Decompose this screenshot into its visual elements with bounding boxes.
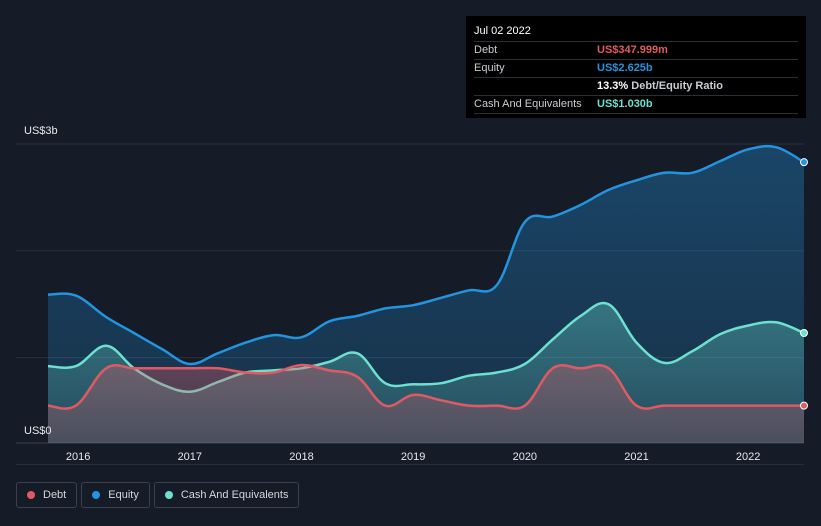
chart-tooltip: Jul 02 2022 Debt US$347.999m Equity US$2…: [466, 16, 806, 118]
x-tick-label: 2020: [513, 451, 537, 463]
debt-line: [47, 363, 804, 410]
tooltip-cash-value: US$1.030b: [597, 98, 653, 110]
tooltip-equity-label: Equity: [474, 62, 505, 74]
legend-label-equity: Equity: [108, 489, 139, 501]
x-tick-label: 2022: [736, 451, 760, 463]
tooltip-row-ratio: 13.3% Debt/Equity Ratio: [474, 78, 798, 96]
cash-end-marker: [800, 329, 808, 338]
x-tick-label: 2017: [178, 451, 202, 463]
tooltip-date: Jul 02 2022: [474, 23, 798, 42]
tooltip-debt-label: Debt: [474, 44, 498, 56]
tooltip-ratio: 13.3% Debt/Equity Ratio: [597, 78, 723, 95]
equity-line: [47, 144, 805, 366]
tooltip-equity-value: US$2.625b: [597, 62, 653, 74]
x-tick-label: 2016: [66, 451, 90, 463]
legend-dot-cash: [164, 491, 173, 499]
legend-label-debt: Debt: [43, 489, 67, 501]
tooltip-ratio-label: Debt/Equity Ratio: [631, 80, 723, 92]
tooltip-row-cash: Cash And Equivalents US$1.030b: [474, 96, 798, 114]
tooltip-cash-label: Cash And Equivalents: [474, 98, 582, 110]
legend-dot-equity: [92, 491, 101, 499]
tooltip-debt-value: US$347.999m: [597, 44, 668, 56]
tooltip-row-debt: Debt US$347.999m: [474, 42, 798, 60]
y-axis-top-label: US$3b: [24, 125, 58, 137]
legend-dot-debt: [27, 491, 35, 499]
debt-area: [48, 364, 804, 443]
legend-item-equity[interactable]: Equity: [81, 482, 150, 508]
legend-label-cash: Cash And Equivalents: [180, 489, 289, 501]
y-axis-bottom-label: US$0: [24, 425, 52, 437]
tooltip-ratio-value: 13.3%: [597, 80, 629, 92]
chart-legend: Debt Equity Cash And Equivalents: [16, 482, 300, 510]
tooltip-row-equity: Equity US$2.625b: [474, 60, 798, 78]
legend-item-debt[interactable]: Debt: [16, 482, 78, 508]
x-tick-label: 2018: [289, 451, 313, 463]
equity-end-marker: [800, 158, 808, 167]
legend-item-cash[interactable]: Cash And Equivalents: [153, 482, 300, 508]
x-tick-label: 2019: [401, 451, 425, 463]
x-tick-label: 2021: [624, 451, 648, 463]
debt-end-marker: [800, 401, 808, 410]
